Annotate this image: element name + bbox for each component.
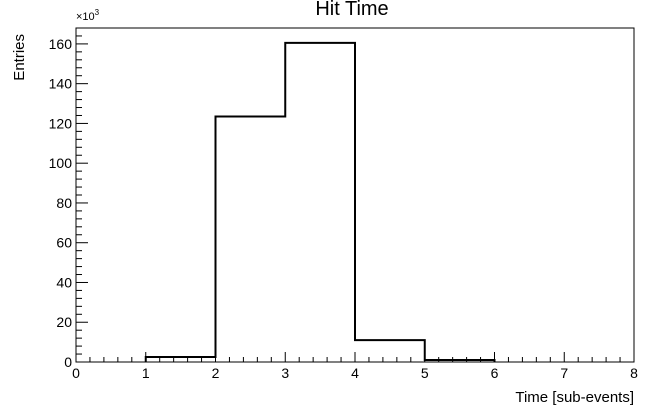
x-tick-label: 6: [491, 365, 499, 381]
x-axis-label: Time [sub-events]: [515, 389, 634, 406]
x-tick-label: 0: [72, 365, 80, 381]
y-tick-label: 160: [49, 36, 73, 52]
x-tick-label: 3: [281, 365, 289, 381]
y-tick-label: 100: [49, 155, 73, 171]
histogram-bin: [425, 360, 495, 362]
x-tick-label: 1: [142, 365, 150, 381]
chart-title: Hit Time: [315, 0, 388, 20]
histogram-bin: [285, 43, 355, 362]
y-tick-label: 60: [56, 235, 72, 251]
y-tick-label: 20: [56, 314, 72, 330]
y-tick-label: 40: [56, 274, 72, 290]
x-tick-label: 7: [560, 365, 568, 381]
y-tick-label: 120: [49, 115, 73, 131]
y-tick-label: 0: [64, 354, 72, 370]
x-tick-label: 5: [421, 365, 429, 381]
y-tick-label: 140: [49, 76, 73, 92]
histogram-bin: [216, 116, 286, 362]
x-tick-label: 4: [351, 365, 359, 381]
y-multiplier-exponent: 3: [95, 8, 100, 17]
svg-text:×103: ×103: [76, 8, 100, 23]
x-tick-label: 8: [630, 365, 638, 381]
y-axis-label: Entries: [11, 34, 28, 81]
x-tick-label: 2: [212, 365, 220, 381]
histogram-bin: [146, 357, 216, 362]
y-tick-label: 80: [56, 195, 72, 211]
histogram-bins: [144, 41, 496, 362]
histogram-outline: [144, 41, 496, 362]
y-multiplier-base: ×10: [76, 11, 95, 23]
y-multiplier-label: ×103: [76, 8, 100, 23]
histogram-bin: [355, 340, 425, 362]
